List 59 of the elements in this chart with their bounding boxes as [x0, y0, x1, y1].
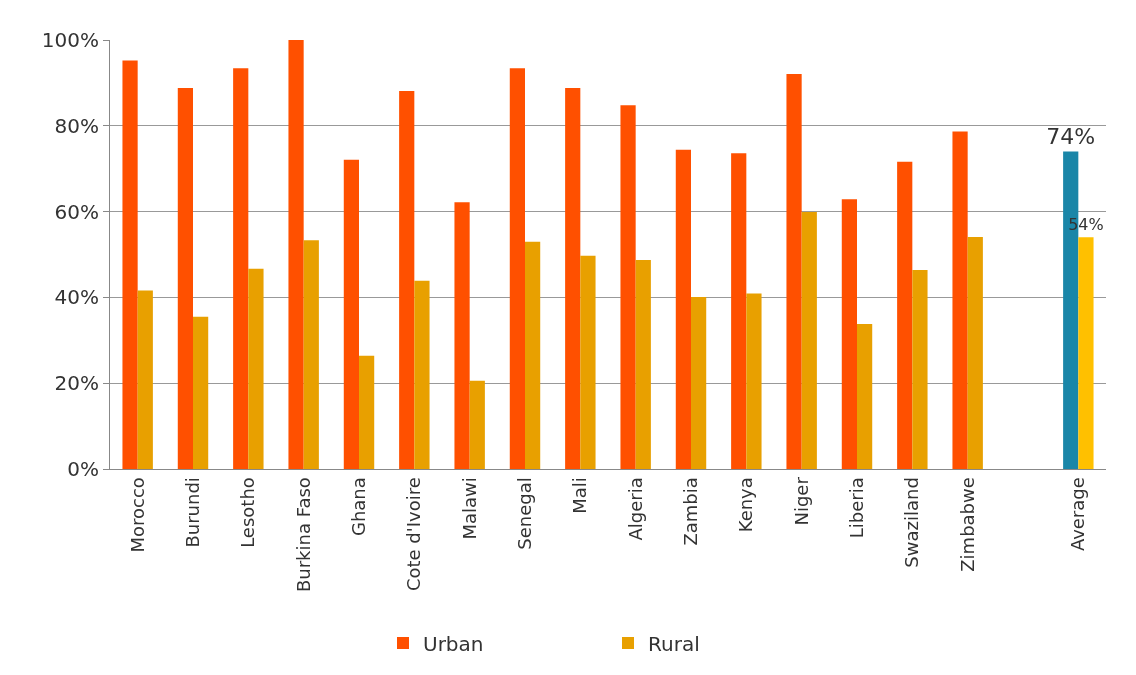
bar: [952, 131, 968, 469]
y-tick-label: 60%: [54, 199, 99, 224]
x-tick-label: Niger: [790, 476, 812, 526]
x-tick-label: Senegal: [513, 477, 535, 550]
bar: [580, 255, 596, 469]
x-tick-label: Morocco: [126, 477, 148, 553]
bar: [565, 88, 581, 469]
bar: [454, 202, 470, 469]
bar: [343, 159, 359, 469]
x-tick-label: Zimbabwe: [956, 477, 978, 572]
x-tick-label: Zambia: [679, 477, 701, 546]
x-tick-label: Kenya: [735, 477, 757, 533]
bar: [509, 68, 525, 469]
x-tick-label: Lesotho: [237, 477, 259, 548]
y-tick-label: 20%: [54, 371, 99, 396]
bar: [967, 236, 983, 469]
bar: [288, 40, 304, 469]
bar: [620, 105, 636, 469]
bar: [731, 153, 747, 469]
bar: [525, 241, 541, 469]
x-tick-label: Average: [1067, 477, 1089, 552]
x-tick-label: Burkina Faso: [292, 477, 314, 593]
x-tick-label: Algeria: [624, 477, 646, 541]
bar: [912, 269, 928, 469]
bar: [786, 73, 802, 469]
bar: [841, 199, 857, 469]
legend-label: Rural: [648, 631, 700, 656]
bar: [414, 280, 430, 469]
y-tick-label: 40%: [54, 285, 99, 310]
x-tick-label: Mali: [569, 477, 591, 514]
bar: [1078, 237, 1094, 469]
bar: [801, 212, 817, 469]
bar: [303, 240, 319, 469]
bar: [857, 324, 873, 469]
bar: [122, 60, 138, 469]
bar: [746, 293, 762, 469]
x-tick-label: Liberia: [845, 477, 867, 539]
bar: [233, 68, 249, 469]
x-tick-label: Swaziland: [901, 477, 923, 568]
bar: [193, 316, 209, 469]
legend-label: Urban: [423, 631, 484, 656]
bar: [359, 355, 375, 469]
bar: [399, 91, 415, 469]
bar: [635, 260, 651, 469]
bar: [675, 149, 691, 469]
y-tick-label: 0%: [67, 457, 99, 481]
bar: [691, 296, 707, 469]
bar: [177, 88, 193, 469]
bar: [469, 380, 485, 469]
x-tick-label: Cote d'Ivoire: [403, 477, 425, 592]
bar: [137, 290, 153, 469]
x-tick-label: Ghana: [347, 477, 369, 537]
y-tick-label: 80%: [54, 113, 99, 138]
data-label: 74%: [1046, 123, 1096, 149]
x-tick-label: Malawi: [458, 477, 480, 540]
y-tick-label: 100%: [41, 28, 99, 52]
x-tick-label: Burundi: [181, 477, 203, 548]
bar: [248, 268, 264, 469]
bar: [897, 161, 913, 469]
